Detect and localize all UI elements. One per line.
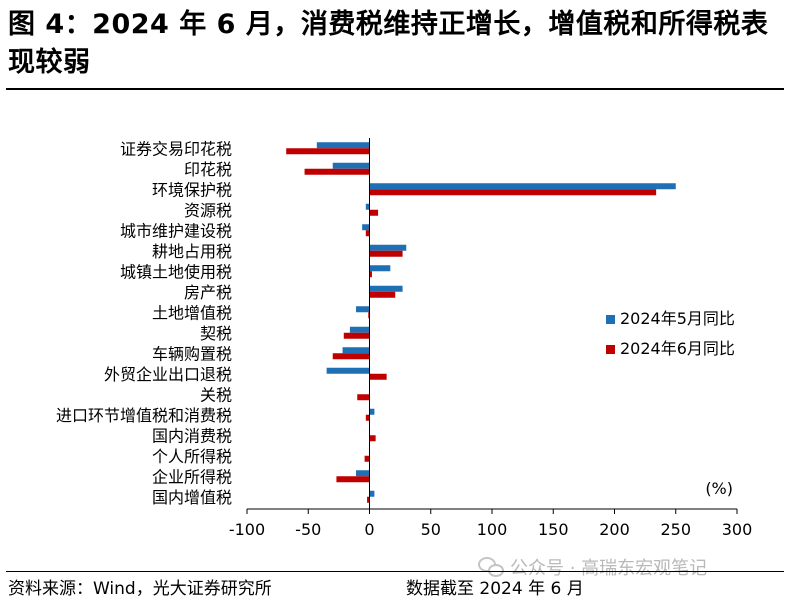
bar-june-17 <box>367 496 370 503</box>
bar-june-13 <box>365 414 370 421</box>
bar-june-15 <box>364 455 370 462</box>
watermark-text: 公众号 · 高瑞东宏观笔记 <box>510 558 708 579</box>
bar-june-9 <box>343 332 370 339</box>
x-tick-label-5: 150 <box>538 520 569 539</box>
x-tick-label-8: 300 <box>722 520 753 539</box>
bar-june-12 <box>357 394 370 401</box>
x-tick-label-2: 0 <box>364 520 374 539</box>
category-label-1: 印花税 <box>184 160 232 179</box>
bar-may-4 <box>362 224 370 231</box>
category-label-15: 个人所得税 <box>152 447 232 466</box>
category-label-0: 证券交易印花税 <box>120 139 232 158</box>
bar-june-4 <box>365 230 370 237</box>
x-tick-label-4: 100 <box>477 520 508 539</box>
category-label-10: 车辆购置税 <box>152 344 232 363</box>
category-label-3: 资源税 <box>184 201 232 220</box>
bar-june-1 <box>304 168 370 175</box>
category-label-7: 房产税 <box>184 283 232 302</box>
bar-june-16 <box>336 476 370 483</box>
bar-june-10 <box>332 353 370 360</box>
bar-may-9 <box>349 326 370 333</box>
category-label-17: 国内增值税 <box>152 488 232 507</box>
source-note: 资料来源：Wind，光大证券研究所 <box>8 579 272 599</box>
category-label-16: 企业所得税 <box>152 467 232 486</box>
bar-june-3 <box>369 209 379 216</box>
category-label-4: 城市维护建设税 <box>120 221 232 240</box>
bar-june-5 <box>369 250 403 257</box>
bar-may-3 <box>365 203 370 210</box>
category-label-14: 国内消费税 <box>152 426 232 445</box>
wechat-icon <box>478 557 504 577</box>
footer-rule <box>6 571 784 572</box>
bar-may-13 <box>369 408 375 415</box>
figure-title: 图 4：2024 年 6 月，消费税维持正增长，增值税和所得税表现较弱 <box>8 9 769 78</box>
bar-june-0 <box>286 148 370 155</box>
bar-june-8 <box>368 312 370 319</box>
bar-may-11 <box>326 367 370 374</box>
x-tick-label-1: -50 <box>295 520 321 539</box>
data-cutoff-note: 数据截至 2024 年 6 月 <box>406 579 584 599</box>
bar-may-1 <box>332 162 370 169</box>
bar-may-17 <box>369 490 375 497</box>
legend-label-0: 2024年5月同比 <box>620 309 735 328</box>
legend-swatch-1 <box>606 345 615 354</box>
bar-june-6 <box>369 271 372 278</box>
bar-june-7 <box>369 291 396 298</box>
bar-may-6 <box>369 265 391 272</box>
category-label-6: 城镇土地使用税 <box>120 262 232 281</box>
bar-june-2 <box>369 189 657 196</box>
category-label-2: 环境保护税 <box>152 180 232 199</box>
category-label-9: 契税 <box>200 324 232 343</box>
bar-june-14 <box>369 435 376 442</box>
bar-may-16 <box>356 470 370 477</box>
x-tick-label-6: 200 <box>599 520 630 539</box>
x-tick-label-3: 50 <box>421 520 441 539</box>
watermark: 公众号 · 高瑞东宏观笔记 <box>478 554 707 580</box>
bar-may-7 <box>369 285 403 292</box>
bar-may-2 <box>369 183 676 190</box>
category-label-13: 进口环节增值税和消费税 <box>56 406 232 425</box>
category-label-8: 土地增值税 <box>152 303 232 322</box>
legend-label-1: 2024年6月同比 <box>620 339 735 358</box>
x-tick-label-7: 250 <box>660 520 691 539</box>
category-label-5: 耕地占用税 <box>152 242 232 261</box>
category-label-12: 关税 <box>200 385 232 404</box>
bar-may-10 <box>342 347 370 354</box>
title-rule <box>6 88 784 90</box>
category-label-11: 外贸企业出口退税 <box>104 365 232 384</box>
bar-may-5 <box>369 244 407 251</box>
bar-may-0 <box>316 142 370 149</box>
bar-june-11 <box>369 373 387 380</box>
legend-swatch-0 <box>606 315 615 324</box>
unit-label: (%) <box>705 479 733 498</box>
bar-may-8 <box>356 306 370 313</box>
x-tick-label-0: -100 <box>229 520 265 539</box>
